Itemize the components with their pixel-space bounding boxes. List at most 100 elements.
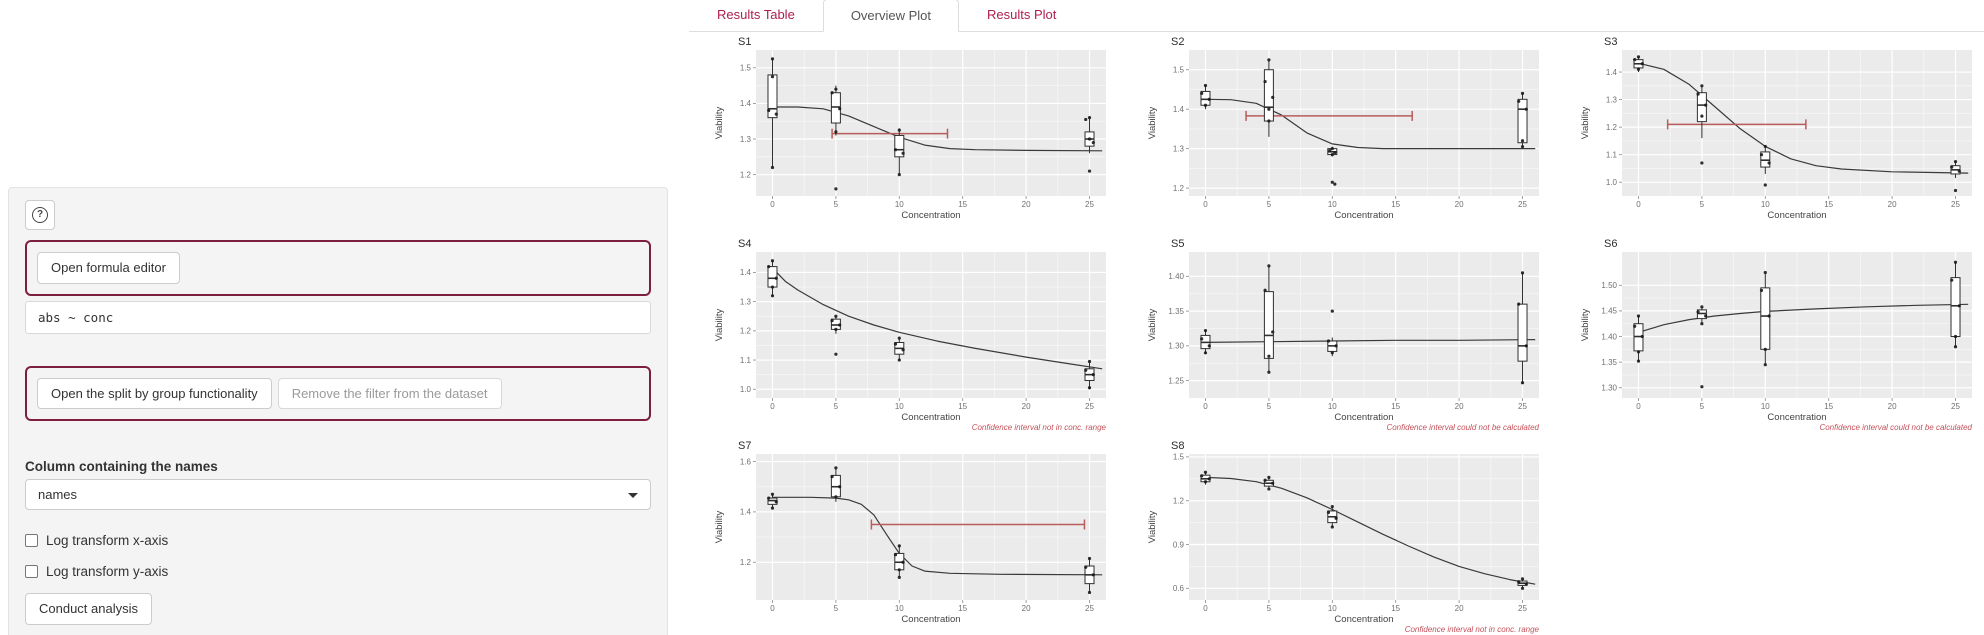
svg-text:1.4: 1.4 <box>1173 105 1185 114</box>
names-select[interactable]: names <box>25 479 651 511</box>
svg-text:20: 20 <box>1888 402 1897 411</box>
svg-text:Viability: Viability <box>714 106 725 139</box>
log-y-checkbox[interactable] <box>25 565 38 579</box>
svg-text:Concentration: Concentration <box>1767 210 1826 221</box>
svg-text:10: 10 <box>1328 604 1337 613</box>
svg-text:1.5: 1.5 <box>1173 66 1185 75</box>
svg-text:S4: S4 <box>738 238 751 250</box>
facet-plot-svg: S7 0 5 10 15 20 25 1.2 1.4 1.6 Concentration Viabil… <box>714 440 1106 625</box>
svg-text:25: 25 <box>1085 402 1094 411</box>
svg-text:15: 15 <box>958 604 967 613</box>
svg-text:0: 0 <box>1203 402 1208 411</box>
sidebar-panel: ? Open formula editor abs ~ conc Open th… <box>8 187 668 635</box>
log-y-label: Log transform y-axis <box>46 564 169 580</box>
log-x-label: Log transform x-axis <box>46 533 169 549</box>
tab-bar: Results Table Overview Plot Results Plot <box>689 0 1984 32</box>
facet-plot-svg: S1 0 5 10 15 20 25 1.2 1.3 1.4 1.5 Concentration Via… <box>714 36 1106 221</box>
svg-text:25: 25 <box>1951 402 1960 411</box>
svg-text:25: 25 <box>1518 402 1527 411</box>
svg-text:1.40: 1.40 <box>1168 272 1184 281</box>
svg-text:0: 0 <box>770 402 775 411</box>
ci-note: Confidence interval could not be calcula… <box>1819 423 1972 432</box>
svg-text:0: 0 <box>1636 200 1641 209</box>
tab-results-table[interactable]: Results Table <box>717 7 795 22</box>
facet-s8: S8 0 5 10 15 20 25 0.6 0.9 1.2 1.5 Concentration Via… <box>1145 436 1545 635</box>
svg-text:Concentration: Concentration <box>901 210 960 221</box>
svg-text:10: 10 <box>1328 200 1337 209</box>
svg-text:5: 5 <box>1700 200 1705 209</box>
log-x-checkbox-row[interactable]: Log transform x-axis <box>25 533 651 548</box>
facet-plot-svg: S2 0 5 10 15 20 25 1.2 1.3 1.4 1.5 Concentration Via… <box>1147 36 1539 221</box>
svg-text:1.3: 1.3 <box>740 135 752 144</box>
svg-text:S3: S3 <box>1604 36 1617 48</box>
svg-text:S5: S5 <box>1171 238 1184 250</box>
svg-text:20: 20 <box>1455 200 1464 209</box>
svg-text:25: 25 <box>1085 200 1094 209</box>
split-group-box: Open the split by group functionality Re… <box>25 365 651 422</box>
names-select-value: names <box>38 487 78 503</box>
svg-text:1.1: 1.1 <box>740 356 752 365</box>
svg-text:1.30: 1.30 <box>1168 342 1184 351</box>
svg-text:1.45: 1.45 <box>1601 307 1617 316</box>
svg-text:10: 10 <box>1328 402 1337 411</box>
svg-text:15: 15 <box>1391 402 1400 411</box>
tab-overview-plot[interactable]: Overview Plot <box>822 0 960 32</box>
svg-text:25: 25 <box>1518 604 1527 613</box>
svg-text:0: 0 <box>770 200 775 209</box>
svg-text:Viability: Viability <box>714 510 725 543</box>
svg-text:5: 5 <box>834 200 839 209</box>
svg-text:0.9: 0.9 <box>1173 540 1185 549</box>
svg-text:0.6: 0.6 <box>1173 584 1185 593</box>
facet-s2: S2 0 5 10 15 20 25 1.2 1.3 1.4 1.5 Concentration Via… <box>1145 32 1545 232</box>
svg-text:15: 15 <box>1391 604 1400 613</box>
facet-s5: S5 0 5 10 15 20 25 1.25 1.30 1.35 1.40 Concentratio… <box>1145 234 1545 434</box>
help-button[interactable]: ? <box>25 200 55 230</box>
log-y-checkbox-row[interactable]: Log transform y-axis <box>25 564 651 579</box>
svg-text:S1: S1 <box>738 36 751 48</box>
names-column-label: Column containing the names <box>25 459 218 475</box>
open-formula-editor-button[interactable]: Open formula editor <box>37 252 180 284</box>
open-split-by-group-button[interactable]: Open the split by group functionality <box>37 377 272 410</box>
svg-text:1.4: 1.4 <box>1606 68 1618 77</box>
svg-text:20: 20 <box>1022 604 1031 613</box>
svg-text:20: 20 <box>1455 402 1464 411</box>
remove-filter-button[interactable]: Remove the filter from the dataset <box>277 377 502 410</box>
conduct-analysis-button[interactable]: Conduct analysis <box>25 593 152 625</box>
svg-text:5: 5 <box>834 402 839 411</box>
svg-text:25: 25 <box>1951 200 1960 209</box>
question-circle-icon: ? <box>32 207 48 223</box>
svg-text:5: 5 <box>1267 200 1272 209</box>
facet-plot-svg: S3 0 5 10 15 20 25 1.0 1.1 1.2 1.3 1.4 Concentration… <box>1580 36 1972 221</box>
svg-text:S2: S2 <box>1171 36 1184 48</box>
svg-text:1.0: 1.0 <box>1606 178 1618 187</box>
svg-text:10: 10 <box>1761 402 1770 411</box>
facet-plot-svg: S4 0 5 10 15 20 25 1.0 1.1 1.2 1.3 1.4 Concentration… <box>714 238 1106 423</box>
facet-s1: S1 0 5 10 15 20 25 1.2 1.3 1.4 1.5 Concentration Via… <box>712 32 1112 232</box>
log-x-checkbox[interactable] <box>25 534 38 548</box>
tab-results-plot[interactable]: Results Plot <box>987 7 1057 22</box>
chevron-down-icon <box>628 493 638 499</box>
svg-text:Concentration: Concentration <box>1334 210 1393 221</box>
svg-text:20: 20 <box>1888 200 1897 209</box>
svg-text:1.2: 1.2 <box>1173 497 1185 506</box>
svg-text:15: 15 <box>1824 402 1833 411</box>
svg-text:S7: S7 <box>738 440 751 452</box>
facet-plot-svg: S6 0 5 10 15 20 25 1.30 1.35 1.40 1.45 1.50 Concentr… <box>1580 238 1972 423</box>
svg-text:1.25: 1.25 <box>1168 376 1184 385</box>
svg-text:1.3: 1.3 <box>740 297 752 306</box>
svg-text:Viability: Viability <box>1147 106 1158 139</box>
svg-text:1.6: 1.6 <box>740 457 752 466</box>
svg-text:10: 10 <box>1761 200 1770 209</box>
svg-text:Concentration: Concentration <box>901 614 960 625</box>
svg-text:Concentration: Concentration <box>1767 412 1826 423</box>
svg-text:Viability: Viability <box>1580 308 1591 341</box>
svg-text:S8: S8 <box>1171 440 1184 452</box>
svg-text:Viability: Viability <box>1147 510 1158 543</box>
svg-text:1.3: 1.3 <box>1173 144 1185 153</box>
svg-text:10: 10 <box>895 604 904 613</box>
ci-note: Confidence interval not in conc. range <box>1404 625 1539 634</box>
svg-text:1.2: 1.2 <box>740 558 752 567</box>
svg-text:Concentration: Concentration <box>1334 412 1393 423</box>
svg-text:1.4: 1.4 <box>740 508 752 517</box>
